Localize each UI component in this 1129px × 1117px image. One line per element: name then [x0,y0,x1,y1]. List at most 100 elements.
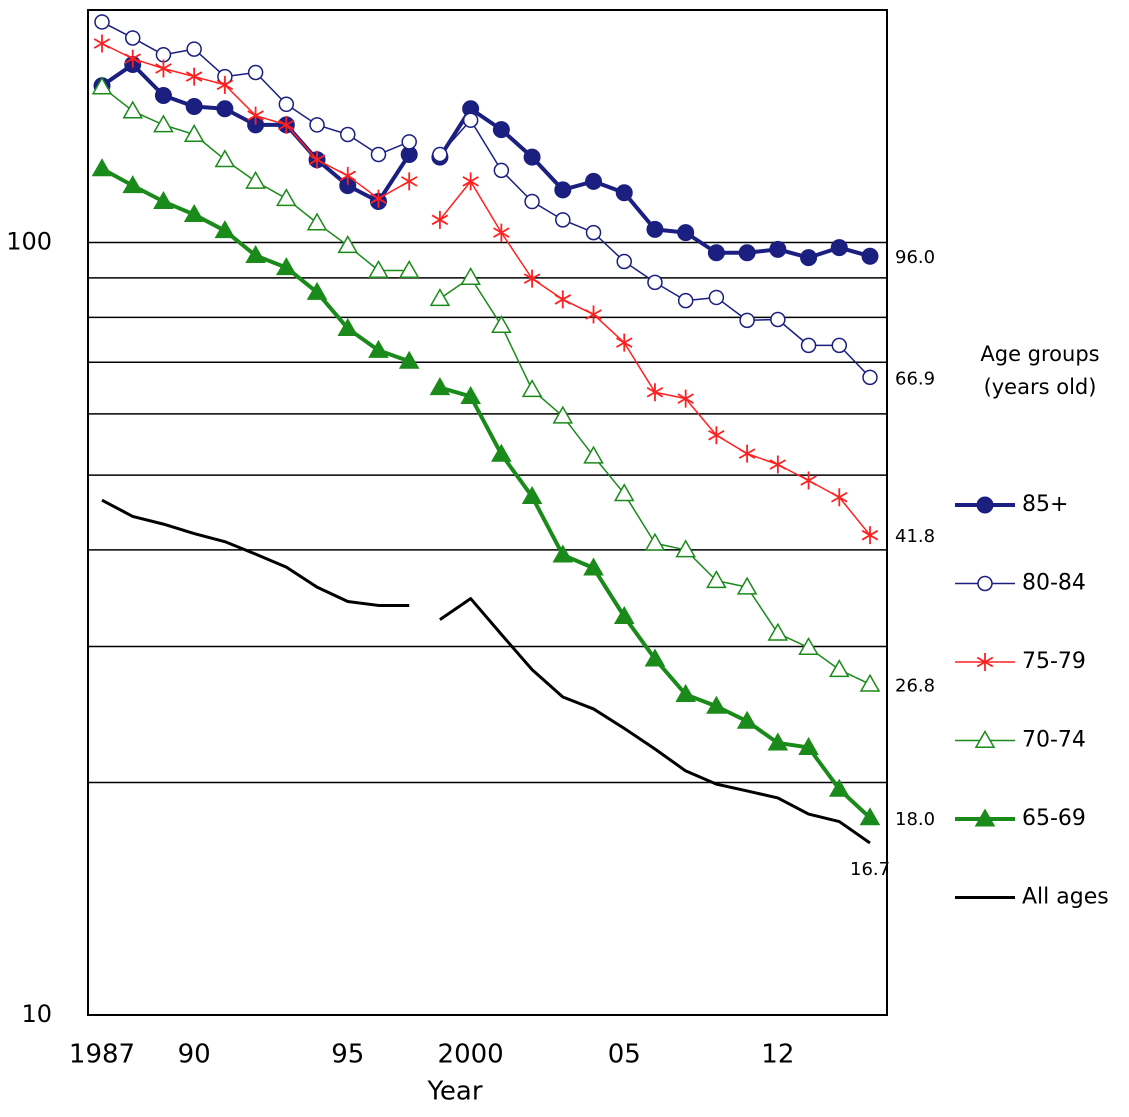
marker [798,736,819,755]
x-tick-label: 12 [761,1040,794,1070]
marker [309,117,325,133]
marker [493,223,510,242]
marker [800,249,818,267]
value-label: 18.0 [895,809,935,830]
marker [247,106,264,125]
marker [183,123,205,142]
marker [276,188,297,207]
line [439,597,871,845]
marker [976,653,994,671]
marker [400,172,418,191]
marker [245,245,266,264]
y-tick-label: 100 [6,228,52,256]
marker [368,259,389,279]
marker [585,305,602,324]
marker [460,385,481,404]
marker [186,41,202,57]
marker [585,224,602,241]
marker [583,445,604,464]
marker [859,807,881,826]
marker [708,426,725,445]
marker [977,575,993,592]
marker [861,247,879,265]
marker [153,114,174,133]
marker [646,220,664,238]
marker [677,224,695,242]
marker [675,683,696,702]
series [101,498,871,845]
legend-label: 80-84 [1022,571,1086,596]
marker [216,75,234,94]
marker [122,175,144,194]
marker [93,34,111,53]
marker [555,212,571,228]
marker [306,212,328,231]
marker [644,532,666,551]
marker [308,150,326,169]
marker [122,100,144,119]
x-tick-label: 1987 [69,1040,135,1070]
marker [278,96,295,113]
marker [245,170,266,189]
legend-label: All ages [1022,885,1109,910]
marker [647,274,663,291]
marker [554,290,572,309]
plot-frame [87,9,888,1016]
marker [462,172,479,191]
marker [585,172,603,190]
marker [524,193,540,210]
marker [306,281,328,300]
x-tick-label: 95 [331,1040,364,1070]
y-tick-label: 10 [21,1000,52,1028]
x-tick-label: 2000 [438,1040,504,1070]
marker [769,240,787,258]
marker [615,184,633,202]
marker [974,808,996,827]
legend-label: 70-74 [1022,728,1086,753]
value-label: 41.8 [895,526,935,547]
marker [368,339,389,358]
value-label: 96.0 [895,247,935,268]
marker [644,648,666,667]
line [101,166,410,364]
marker [583,557,604,576]
x-tick-label: 90 [178,1040,211,1070]
marker [552,544,574,563]
marker [278,115,295,134]
marker [739,312,755,329]
marker [247,64,264,81]
marker [521,486,543,505]
marker [370,146,387,163]
legend-label: 75-79 [1022,649,1086,674]
marker [767,622,789,641]
marker [185,98,203,116]
marker [646,383,664,402]
marker [339,166,357,185]
marker [828,778,850,797]
marker [798,637,819,656]
marker [831,488,848,507]
marker [183,204,205,223]
marker [370,189,387,208]
marker [91,158,113,177]
marker [429,288,451,307]
marker [521,379,543,398]
marker [276,257,297,276]
marker [706,570,727,589]
value-label: 26.8 [895,675,935,696]
marker [862,369,878,386]
series [94,14,878,386]
marker [492,121,510,139]
marker [677,292,694,309]
marker [613,483,635,502]
marker [523,269,541,288]
marker [94,14,110,30]
marker [859,673,881,692]
x-axis-title: Year [426,1077,482,1107]
marker [616,253,632,270]
marker [491,314,512,333]
marker [976,496,994,514]
marker [216,100,234,118]
series [93,34,879,545]
